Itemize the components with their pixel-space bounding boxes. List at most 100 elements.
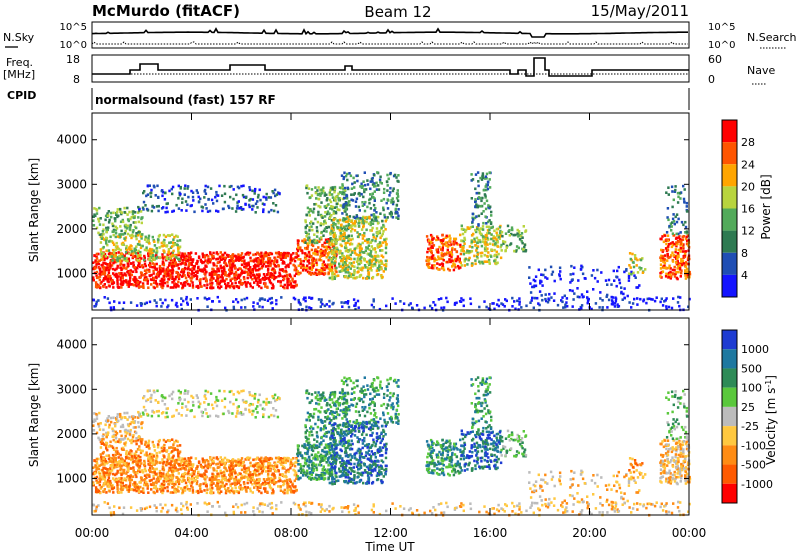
velocity-cell [183,489,187,492]
velocity-cell [200,490,203,493]
power-cell [524,230,527,233]
power-cell [344,269,347,272]
nave-label: Nave [747,64,775,77]
power-cell [166,255,169,259]
power-cell [295,284,298,287]
power-cell [181,283,184,287]
velocity-cell [212,482,215,485]
power-cell [670,306,674,310]
power-cell [407,303,411,307]
velocity-cell [95,481,99,485]
power-cell [678,240,681,243]
power-cell [478,260,481,263]
power-cell [511,305,514,308]
power-cell [518,300,521,304]
power-cell [328,269,332,273]
power-cell [306,191,309,195]
power-cell [229,279,232,283]
velocity-cell [276,460,280,464]
power-cell [188,263,191,266]
power-cell [328,299,331,303]
power-cell [137,211,140,214]
power-cell [312,252,315,255]
power-cell [165,257,169,261]
power-cell [171,275,174,278]
power-cell [180,275,184,278]
power-cell [320,201,323,204]
power-cell [123,237,126,240]
power-cell [185,209,188,212]
power-cell [244,283,248,287]
power-cell [486,229,490,232]
power-cell [353,216,357,220]
power-cell [105,266,108,270]
power-ytick-label: 4000 [56,133,87,147]
power-cell [120,280,123,283]
power-cell [150,248,153,251]
power-cell [120,229,123,233]
power-cell [677,240,680,243]
power-cell [324,249,327,252]
power-cell [323,205,326,208]
power-cell [459,233,462,237]
power-cell [328,263,332,267]
power-cell [590,274,594,277]
power-cell [586,301,589,305]
power-cell [128,210,131,214]
velocity-cell [197,470,200,474]
power-cell [391,216,395,219]
power-cell [376,273,380,276]
power-cell [266,261,270,265]
power-cell [455,301,458,305]
power-cell [162,255,166,259]
power-cell [184,257,188,260]
power-cell [683,200,686,203]
power-cell [345,204,348,207]
power-cell [267,196,270,199]
power-cell [350,220,353,223]
power-cell [177,285,180,288]
power-cell [308,226,311,229]
power-cell [236,275,239,278]
power-cell [211,276,214,279]
power-cell [491,225,494,229]
power-cell [453,303,457,306]
power-cell [162,240,165,244]
power-cell [145,240,148,243]
power-cell [253,265,256,269]
power-cell [116,208,119,211]
power-cell [162,267,165,270]
power-cell [223,269,226,272]
power-cell [138,207,141,211]
power-cell [330,264,333,267]
power-cell [358,233,362,236]
power-cell [384,219,387,223]
velocity-cell [213,468,216,471]
power-cell [498,226,502,229]
power-cell [478,305,481,309]
power-cell [352,176,355,180]
power-cell [502,240,505,243]
power-cell [329,237,332,240]
power-cell [386,207,390,210]
power-cell [109,277,113,280]
power-cell [347,239,350,242]
velocity-cell [261,481,265,485]
power-cell [433,264,436,267]
power-cell [667,245,670,248]
power-cell [679,231,682,234]
power-colorbar-swatch [722,142,737,165]
power-cell [172,286,175,289]
power-cell [103,277,106,280]
power-cell [606,306,609,309]
velocity-cell [249,473,252,477]
power-cell [488,225,491,229]
power-cell [474,187,477,191]
power-cell [347,256,351,259]
power-cell [669,255,672,259]
power-cell [286,286,289,289]
power-cell [140,237,143,240]
power-cell [481,240,485,243]
power-cell [332,226,335,230]
power-cell [556,303,560,307]
